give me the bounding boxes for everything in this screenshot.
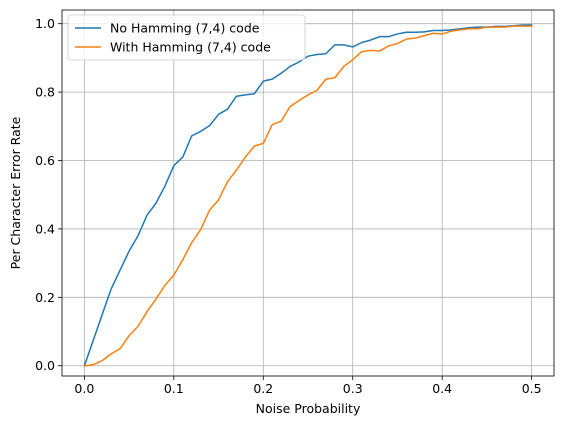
x-tick-label: 0.5 — [522, 381, 542, 396]
series-lines — [83, 24, 533, 367]
grid — [62, 10, 554, 376]
x-tick-label: 0.2 — [253, 381, 273, 396]
y-axis-label: Per Character Error Rate — [8, 116, 23, 269]
legend-entry-no-hamming: No Hamming (7,4) code — [110, 21, 260, 36]
series-line-no-hamming — [83, 24, 533, 367]
y-tick-label: 0.2 — [35, 290, 55, 305]
y-tick-label: 1.0 — [35, 16, 55, 31]
x-axis-ticks: 0.0 0.1 0.2 0.3 0.4 0.5 — [74, 376, 542, 396]
x-axis-label: Noise Probability — [256, 401, 361, 416]
x-tick-label: 0.0 — [74, 381, 94, 396]
y-tick-label: 0.4 — [35, 221, 55, 236]
y-tick-label: 0.8 — [35, 85, 55, 100]
y-axis-ticks: 0.0 0.2 0.4 0.6 0.8 1.0 — [35, 16, 62, 373]
plot-frame — [61, 9, 555, 377]
y-tick-label: 0.0 — [35, 358, 55, 373]
legend-box — [67, 14, 306, 61]
series-line-with-hamming — [83, 25, 533, 367]
x-tick-label: 0.3 — [343, 381, 363, 396]
legend: No Hamming (7,4) code With Hamming (7,4)… — [67, 14, 306, 61]
x-tick-label: 0.1 — [164, 381, 184, 396]
y-tick-label: 0.6 — [35, 153, 55, 168]
x-tick-label: 0.4 — [432, 381, 452, 396]
legend-entry-with-hamming: With Hamming (7,4) code — [110, 40, 271, 55]
